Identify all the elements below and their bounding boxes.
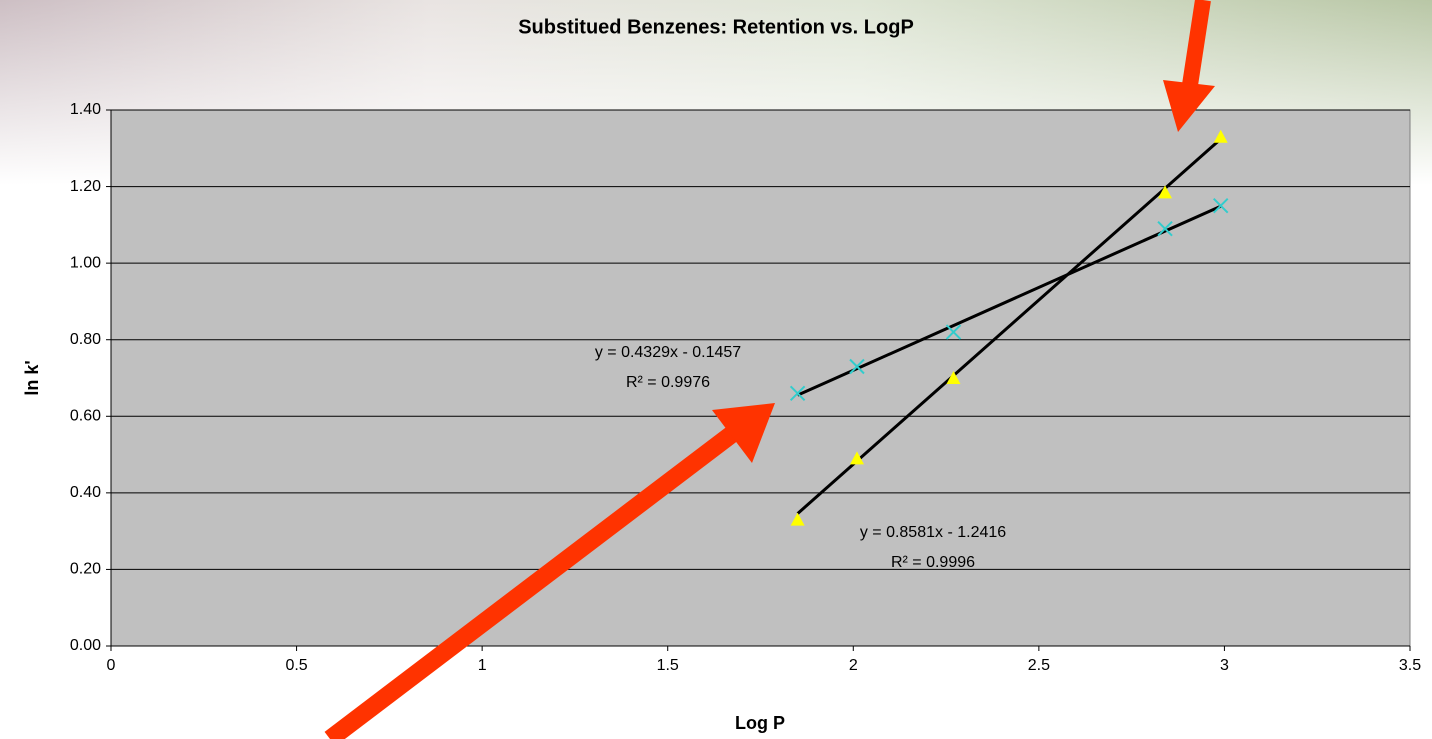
trendline bbox=[797, 204, 1222, 397]
arrow-head bbox=[712, 403, 775, 463]
x-marker bbox=[849, 358, 865, 375]
x-tick-label: 0.5 bbox=[285, 657, 307, 674]
y-tick-label: 0.80 bbox=[70, 331, 101, 348]
arrow-shaft bbox=[1182, 0, 1211, 87]
y-tick-label: 1.20 bbox=[70, 178, 101, 195]
x-tick-label: 2 bbox=[849, 657, 858, 674]
triangle-marker bbox=[1213, 129, 1228, 143]
y-tick-label: 0.40 bbox=[70, 484, 101, 501]
triangle-marker bbox=[1158, 185, 1173, 199]
x-tick-label: 1 bbox=[478, 657, 487, 674]
x-marker bbox=[1157, 220, 1173, 237]
x-tick-label: 2.5 bbox=[1028, 657, 1050, 674]
y-tick-label: 1.40 bbox=[70, 101, 101, 118]
y-axis-title: ln k' bbox=[22, 360, 42, 395]
x-tick-label: 3 bbox=[1220, 657, 1229, 674]
x-marker bbox=[789, 385, 806, 402]
trendline-r2: R² = 0.9976 bbox=[626, 374, 710, 391]
plot-area bbox=[110, 109, 1411, 647]
trendline bbox=[796, 137, 1222, 515]
y-tick-label: 0.60 bbox=[70, 408, 101, 425]
x-tick-label: 3.5 bbox=[1399, 657, 1421, 674]
annotation-arrows bbox=[324, 0, 1215, 739]
triangle-marker bbox=[790, 512, 805, 526]
triangle-marker bbox=[946, 371, 961, 384]
triangle-marker bbox=[849, 451, 864, 465]
x-marker bbox=[945, 324, 962, 340]
y-tick-label: 0.00 bbox=[70, 637, 101, 654]
trendline-equation: y = 0.4329x - 0.1457 bbox=[595, 344, 741, 361]
arrow-head bbox=[1163, 80, 1215, 132]
trendline-equation: y = 0.8581x - 1.2416 bbox=[860, 524, 1006, 541]
x-tick-label: 0 bbox=[107, 657, 116, 674]
chart-title: Substitued Benzenes: Retention vs. LogP bbox=[518, 16, 914, 38]
y-tick-label: 1.00 bbox=[70, 254, 101, 271]
x-marker bbox=[1213, 198, 1229, 214]
x-axis-title: Log P bbox=[735, 713, 785, 733]
x-tick-label: 1.5 bbox=[657, 657, 679, 674]
y-tick-label: 0.20 bbox=[70, 561, 101, 578]
trendline-r2: R² = 0.9996 bbox=[891, 554, 975, 571]
arrow-shaft bbox=[324, 426, 738, 739]
